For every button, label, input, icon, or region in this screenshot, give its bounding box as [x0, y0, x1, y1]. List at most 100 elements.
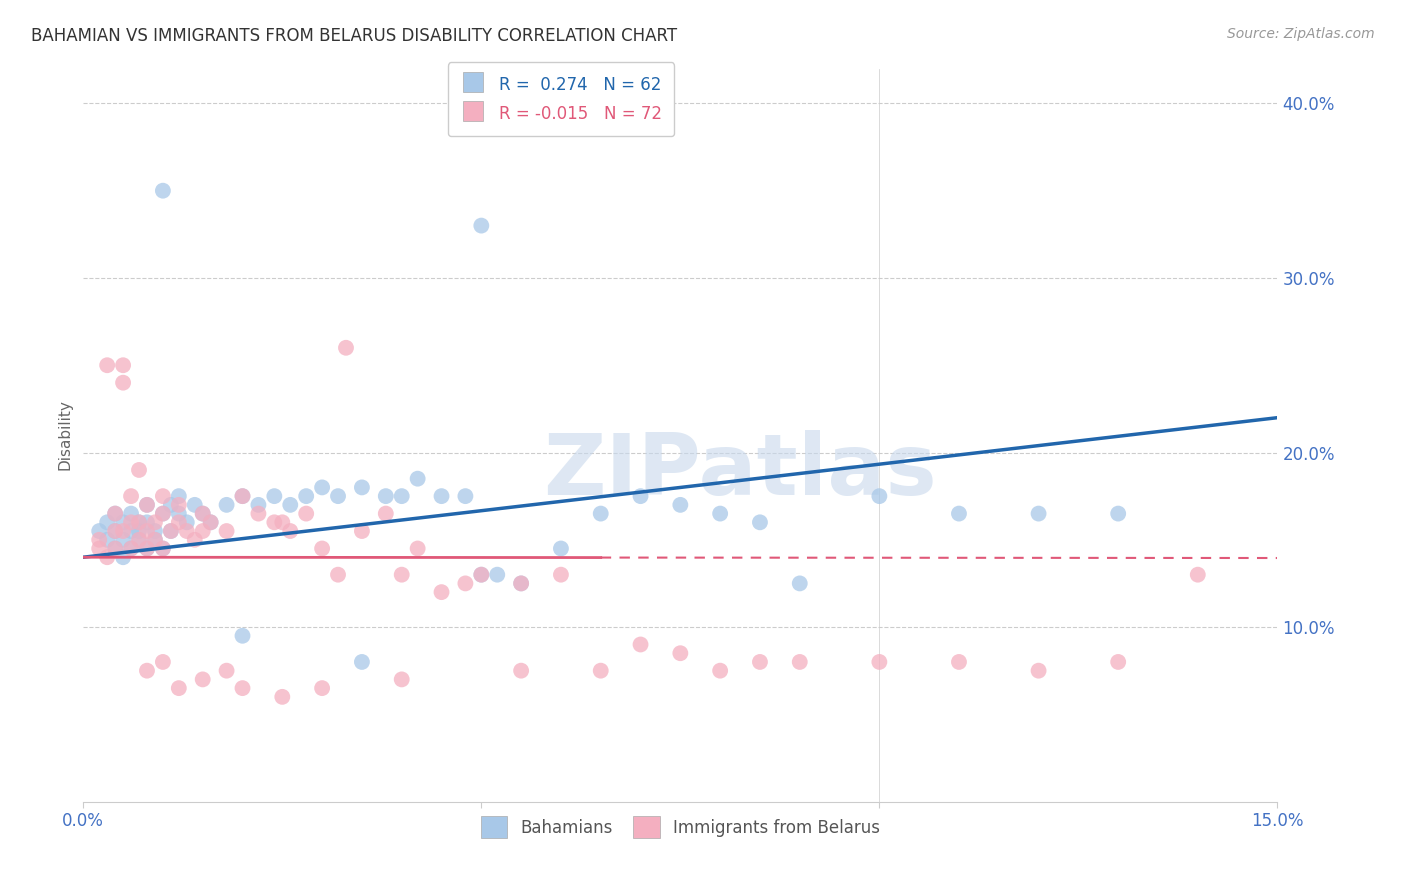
Point: [96, 550, 118, 565]
Point: [630, 638, 652, 652]
Point: [231, 681, 253, 695]
Point: [136, 541, 159, 556]
Point: [152, 507, 174, 521]
Point: [167, 516, 190, 530]
Point: [510, 664, 533, 678]
Point: [231, 629, 253, 643]
Point: [143, 533, 166, 547]
Point: [709, 664, 731, 678]
Point: [470, 567, 492, 582]
Point: [104, 541, 127, 556]
Point: [128, 463, 150, 477]
Text: ZIPatlas: ZIPatlas: [543, 430, 936, 513]
Point: [278, 524, 301, 538]
Point: [948, 655, 970, 669]
Point: [374, 507, 396, 521]
Point: [96, 516, 118, 530]
Point: [160, 498, 183, 512]
Point: [326, 489, 349, 503]
Point: [311, 681, 333, 695]
Point: [89, 533, 111, 547]
Point: [112, 376, 135, 390]
Point: [550, 567, 572, 582]
Point: [143, 524, 166, 538]
Point: [1028, 664, 1050, 678]
Point: [104, 507, 127, 521]
Point: [430, 489, 453, 503]
Point: [278, 498, 301, 512]
Point: [191, 673, 214, 687]
Point: [669, 498, 692, 512]
Point: [470, 567, 492, 582]
Point: [391, 673, 413, 687]
Point: [184, 498, 207, 512]
Point: [311, 480, 333, 494]
Point: [152, 541, 174, 556]
Point: [391, 567, 413, 582]
Point: [136, 516, 159, 530]
Point: [335, 341, 357, 355]
Point: [104, 524, 127, 538]
Point: [454, 489, 477, 503]
Point: [120, 541, 142, 556]
Point: [191, 507, 214, 521]
Point: [120, 516, 142, 530]
Point: [374, 489, 396, 503]
Point: [231, 489, 253, 503]
Point: [120, 541, 142, 556]
Point: [136, 524, 159, 538]
Point: [128, 533, 150, 547]
Point: [295, 507, 318, 521]
Y-axis label: Disability: Disability: [58, 400, 72, 470]
Point: [167, 681, 190, 695]
Point: [89, 541, 111, 556]
Point: [1107, 507, 1129, 521]
Point: [96, 358, 118, 372]
Point: [112, 550, 135, 565]
Point: [406, 472, 429, 486]
Point: [749, 516, 772, 530]
Point: [160, 524, 183, 538]
Point: [167, 498, 190, 512]
Point: [454, 576, 477, 591]
Point: [128, 524, 150, 538]
Point: [152, 184, 174, 198]
Point: [184, 533, 207, 547]
Point: [247, 498, 270, 512]
Point: [176, 524, 198, 538]
Point: [486, 567, 509, 582]
Point: [550, 541, 572, 556]
Point: [589, 664, 612, 678]
Point: [120, 524, 142, 538]
Point: [271, 516, 294, 530]
Point: [709, 507, 731, 521]
Point: [128, 533, 150, 547]
Text: Source: ZipAtlas.com: Source: ZipAtlas.com: [1227, 27, 1375, 41]
Legend: Bahamians, Immigrants from Belarus: Bahamians, Immigrants from Belarus: [474, 810, 887, 845]
Point: [1028, 507, 1050, 521]
Point: [176, 516, 198, 530]
Point: [391, 489, 413, 503]
Point: [152, 655, 174, 669]
Point: [1107, 655, 1129, 669]
Point: [104, 541, 127, 556]
Point: [160, 524, 183, 538]
Point: [112, 533, 135, 547]
Text: BAHAMIAN VS IMMIGRANTS FROM BELARUS DISABILITY CORRELATION CHART: BAHAMIAN VS IMMIGRANTS FROM BELARUS DISA…: [31, 27, 678, 45]
Point: [167, 489, 190, 503]
Point: [406, 541, 429, 556]
Point: [200, 516, 222, 530]
Point: [143, 533, 166, 547]
Point: [311, 541, 333, 556]
Point: [136, 498, 159, 512]
Point: [112, 358, 135, 372]
Point: [247, 507, 270, 521]
Point: [136, 498, 159, 512]
Point: [112, 516, 135, 530]
Point: [589, 507, 612, 521]
Point: [112, 524, 135, 538]
Point: [749, 655, 772, 669]
Point: [152, 507, 174, 521]
Point: [1187, 567, 1209, 582]
Point: [104, 507, 127, 521]
